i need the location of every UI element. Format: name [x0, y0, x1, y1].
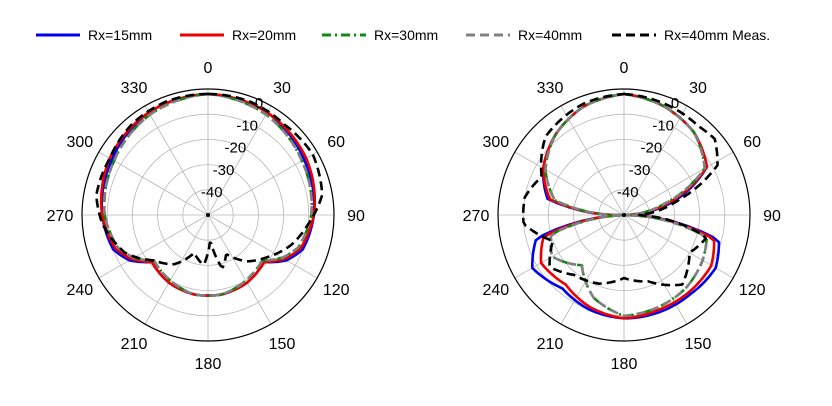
legend-label-1: Rx=15mm — [88, 27, 152, 40]
angle-tick-label: 90 — [763, 208, 781, 225]
polar-chart-left: 0 -10 -20 -30 -40 0 30 60 90 120 150 180 210 240 270 30… — [47, 60, 365, 373]
angle-tick-label: 120 — [323, 282, 350, 299]
angle-tick-label: 240 — [66, 282, 93, 299]
legend-item-2: Rx=20mm — [180, 27, 296, 40]
radial-tick-label: -40 — [617, 184, 639, 201]
angle-tick-labels: 0 30 60 90 120 150 180 210 240 270 300 330 — [463, 60, 781, 373]
angle-tick-label: 270 — [47, 208, 74, 225]
radial-tick-label: -30 — [629, 162, 651, 179]
radial-tick-label: -10 — [652, 117, 674, 134]
grid-spoke — [98, 214, 209, 279]
angle-tick-label: 0 — [204, 60, 213, 77]
radial-tick-label: 0 — [255, 95, 263, 112]
angle-tick-label: 180 — [195, 356, 222, 373]
grid-spoke — [207, 214, 272, 325]
grid-spoke — [623, 105, 688, 216]
radial-tick-label: -10 — [236, 117, 258, 134]
angle-tick-label: 60 — [327, 134, 345, 151]
angle-tick-label: 180 — [611, 356, 638, 373]
series-line-4 — [544, 92, 709, 318]
legend-label-5: Rx=40mm Meas. — [664, 27, 770, 40]
radial-tick-label: -20 — [641, 140, 663, 157]
angle-tick-label: 150 — [269, 336, 296, 353]
angle-tick-label: 120 — [739, 282, 766, 299]
grid-spoke — [98, 151, 209, 216]
legend-item-1: Rx=15mm — [36, 27, 152, 40]
angle-tick-label: 330 — [537, 80, 564, 97]
angle-tick-labels: 0 30 60 90 120 150 180 210 240 270 300 330 — [47, 60, 365, 373]
series-line-3 — [102, 92, 314, 297]
radial-tick-label: -30 — [213, 162, 235, 179]
angle-tick-label: 300 — [482, 134, 509, 151]
series-group — [95, 92, 324, 297]
angle-tick-label: 300 — [66, 134, 93, 151]
series-group — [521, 92, 721, 320]
grid-spoke — [623, 214, 688, 325]
series-line-5 — [95, 92, 324, 269]
legend-label-3: Rx=30mm — [374, 27, 438, 40]
chart-legend: Rx=15mm Rx=20mm Rx=30mm Rx=40mm Rx=40mm Meas… — [36, 27, 770, 40]
angle-tick-label: 330 — [121, 80, 148, 97]
radial-tick-labels: 0 -10 -20 -30 -40 — [201, 95, 263, 201]
grid-spoke — [144, 214, 209, 325]
series-line-3 — [544, 92, 709, 318]
angle-tick-label: 240 — [482, 282, 509, 299]
grid-spoke — [207, 214, 318, 279]
angle-tick-label: 90 — [347, 208, 365, 225]
center-dot — [206, 213, 210, 217]
polar-chart-right: 0 -10 -20 -30 -40 0 30 60 90 120 150 180 210 240 270 30… — [463, 60, 781, 373]
angle-tick-label: 150 — [685, 336, 712, 353]
series-line-2 — [539, 92, 716, 320]
center-dot — [622, 213, 626, 217]
legend-label-2: Rx=20mm — [232, 27, 296, 40]
series-line-2 — [99, 92, 317, 297]
legend-label-4: Rx=40mm — [518, 27, 582, 40]
radial-tick-label: -20 — [225, 140, 247, 157]
radial-tick-labels: 0 -10 -20 -30 -40 — [617, 95, 679, 201]
radial-tick-label: 0 — [671, 95, 679, 112]
grid-spoke — [207, 105, 272, 216]
radial-tick-label: -40 — [201, 184, 223, 201]
legend-item-4: Rx=40mm — [466, 27, 582, 40]
legend-item-3: Rx=30mm — [322, 27, 438, 40]
polar-outer-ring — [81, 88, 335, 342]
angle-tick-label: 270 — [463, 208, 490, 225]
angle-tick-label: 210 — [121, 336, 148, 353]
angle-tick-label: 30 — [273, 80, 291, 97]
grid-spoke — [560, 214, 625, 325]
grid-spoke — [144, 105, 209, 216]
grid-spoke — [560, 105, 625, 216]
angle-tick-label: 60 — [743, 134, 761, 151]
angle-tick-label: 30 — [689, 80, 707, 97]
polar-outer-ring — [497, 88, 751, 342]
grid-spoke — [623, 151, 734, 216]
grid-spoke — [207, 151, 318, 216]
series-line-5 — [521, 92, 719, 287]
angle-tick-label: 210 — [537, 336, 564, 353]
angle-tick-label: 0 — [620, 60, 629, 77]
grid-spoke — [514, 151, 625, 216]
legend-item-5: Rx=40mm Meas. — [612, 27, 770, 40]
